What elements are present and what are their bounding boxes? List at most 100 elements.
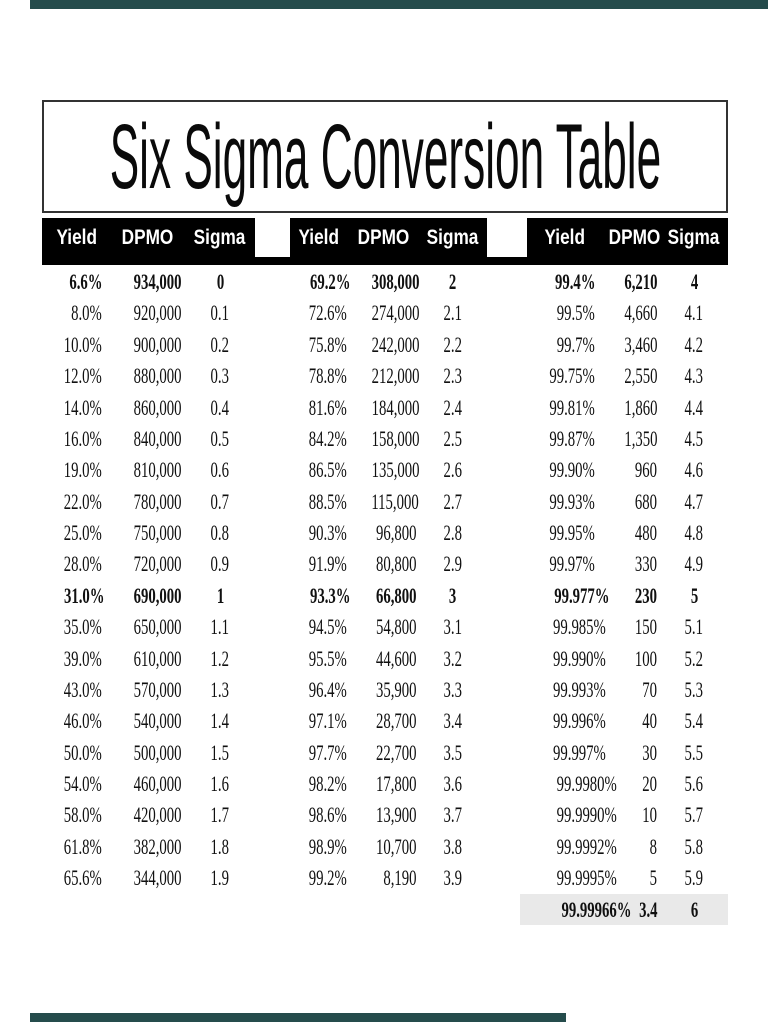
yield-cell: 97.1% [308, 708, 347, 734]
table-row: 98.9% 10,700 3.8 [290, 831, 487, 862]
yield-cell: 99.99966% [561, 896, 632, 922]
table-row: 99.9990% 10 5.7 [527, 799, 728, 830]
dpmo-cell: 780,000 [133, 488, 182, 514]
dpmo-cell: 860,000 [133, 394, 182, 420]
yield-cell: 99.81% [549, 394, 595, 420]
sigma-cell: 1.6 [210, 771, 230, 796]
sigma-cell: 2 [448, 269, 457, 294]
sigma-cell: 3.8 [443, 833, 462, 859]
sigma-cell: 4.1 [684, 300, 704, 326]
sigma-cell: 2.5 [443, 425, 462, 451]
table-row: 99.997% 30 5.5 [527, 737, 728, 768]
yield-cell: 35.0% [63, 614, 102, 640]
table-row: 8.0% 920,000 0.1 [44, 297, 255, 328]
yield-cell: 28.0% [63, 551, 102, 577]
top-edge-bar [30, 0, 768, 9]
yield-cell: 16.0% [63, 425, 102, 451]
table-group-1: 6.6% 934,000 0 8.0% 920,000 0.1 10.0% 900,000 0.… [44, 266, 255, 894]
dpmo-cell: 570,000 [133, 676, 182, 702]
yield-cell: 91.9% [308, 551, 347, 577]
sigma-cell: 5.1 [684, 614, 704, 640]
dpmo-cell: 8,190 [382, 865, 416, 891]
table-row: 99.985% 150 5.1 [527, 611, 728, 642]
yield-cell: 69.2% [309, 269, 351, 294]
yield-cell: 99.9995% [556, 865, 617, 891]
table-row: 99.9995% 5 5.9 [527, 862, 728, 893]
table-row: 94.5% 54,800 3.1 [290, 611, 487, 642]
dpmo-cell: 96,800 [375, 520, 416, 545]
sigma-cell: 5.7 [684, 802, 704, 828]
table-group-3: 99.4% 6,210 4 99.5% 4,660 4.1 99.7% 3,460 4.2 99.… [527, 266, 728, 925]
sigma-cell: 1.7 [210, 802, 230, 828]
table-row: 99.9980% 20 5.6 [527, 768, 728, 799]
table-row: 99.4% 6,210 4 [527, 266, 728, 297]
sigma-cell: 3.3 [443, 676, 462, 702]
yield-cell: 94.5% [308, 614, 347, 640]
yield-cell: 10.0% [63, 331, 102, 357]
sigma-cell: 5.2 [684, 645, 704, 671]
table-row: 99.977% 230 5 [527, 580, 728, 611]
yield-cell: 99.5% [556, 300, 595, 326]
sigma-cell: 1.4 [210, 708, 230, 734]
table-row: 10.0% 900,000 0.2 [44, 329, 255, 360]
yield-cell: 99.977% [554, 582, 610, 608]
yield-cell: 99.990% [553, 645, 606, 671]
sigma-cell: 1 [216, 582, 224, 608]
table-row: 99.2% 8,190 3.9 [290, 862, 487, 893]
sigma-cell: 1.1 [210, 614, 230, 640]
yield-cell: 99.997% [553, 739, 606, 765]
yield-cell: 98.2% [308, 771, 347, 796]
yield-cell: 19.0% [63, 457, 102, 483]
header-gap [487, 218, 527, 257]
yield-cell: 99.996% [553, 708, 606, 734]
dpmo-cell: 344,000 [133, 865, 182, 891]
dpmo-cell: 1,860 [623, 394, 657, 420]
dpmo-cell: 610,000 [133, 645, 182, 671]
table-row: 99.993% 70 5.3 [527, 674, 728, 705]
sigma-cell: 0.4 [210, 394, 230, 420]
table-row: 95.5% 44,600 3.2 [290, 643, 487, 674]
dpmo-cell: 880,000 [133, 363, 182, 389]
table-row: 97.1% 28,700 3.4 [290, 705, 487, 736]
yield-cell: 97.7% [308, 739, 347, 765]
table-row: 61.8% 382,000 1.8 [44, 831, 255, 862]
yield-cell: 14.0% [63, 394, 102, 420]
sigma-cell: 4.8 [684, 520, 704, 545]
table-row: 14.0% 860,000 0.4 [44, 392, 255, 423]
yield-cell: 99.4% [554, 269, 595, 294]
yield-cell: 99.97% [549, 551, 595, 577]
table-row: 12.0% 880,000 0.3 [44, 360, 255, 391]
sigma-cell: 5.4 [684, 708, 704, 734]
table-row: 96.4% 35,900 3.3 [290, 674, 487, 705]
sigma-cell: 2.1 [443, 300, 462, 326]
yield-cell: 99.9990% [556, 802, 617, 828]
yield-cell: 58.0% [63, 802, 102, 828]
dpmo-cell: 540,000 [133, 708, 182, 734]
column-header-sigma: Sigma [668, 226, 720, 249]
sigma-cell: 5.6 [684, 771, 704, 796]
sigma-cell: 0 [216, 269, 224, 294]
table-row: 6.6% 934,000 0 [44, 266, 255, 297]
dpmo-cell: 720,000 [133, 551, 182, 577]
yield-cell: 8.0% [71, 300, 102, 326]
table-row: 46.0% 540,000 1.4 [44, 705, 255, 736]
table-row: 88.5% 115,000 2.7 [290, 486, 487, 517]
dpmo-cell: 17,800 [375, 771, 416, 796]
sigma-cell: 3.5 [443, 739, 462, 765]
table-row: 99.87% 1,350 4.5 [527, 423, 728, 454]
dpmo-cell: 750,000 [133, 520, 182, 545]
table-row: 78.8% 212,000 2.3 [290, 360, 487, 391]
dpmo-cell: 4,660 [623, 300, 657, 326]
dpmo-cell: 100 [634, 645, 657, 671]
conversion-table: 6.6% 934,000 0 8.0% 920,000 0.1 10.0% 900,000 0.… [42, 266, 728, 926]
dpmo-cell: 420,000 [133, 802, 182, 828]
sigma-cell: 1.8 [210, 833, 230, 859]
sigma-cell: 0.1 [210, 300, 230, 326]
table-row: 99.90% 960 4.6 [527, 454, 728, 485]
table-row: 58.0% 420,000 1.7 [44, 799, 255, 830]
sigma-cell: 2.7 [443, 488, 462, 514]
dpmo-cell: 480 [634, 520, 657, 545]
table-row: 99.990% 100 5.2 [527, 643, 728, 674]
yield-cell: 99.9992% [556, 833, 617, 859]
